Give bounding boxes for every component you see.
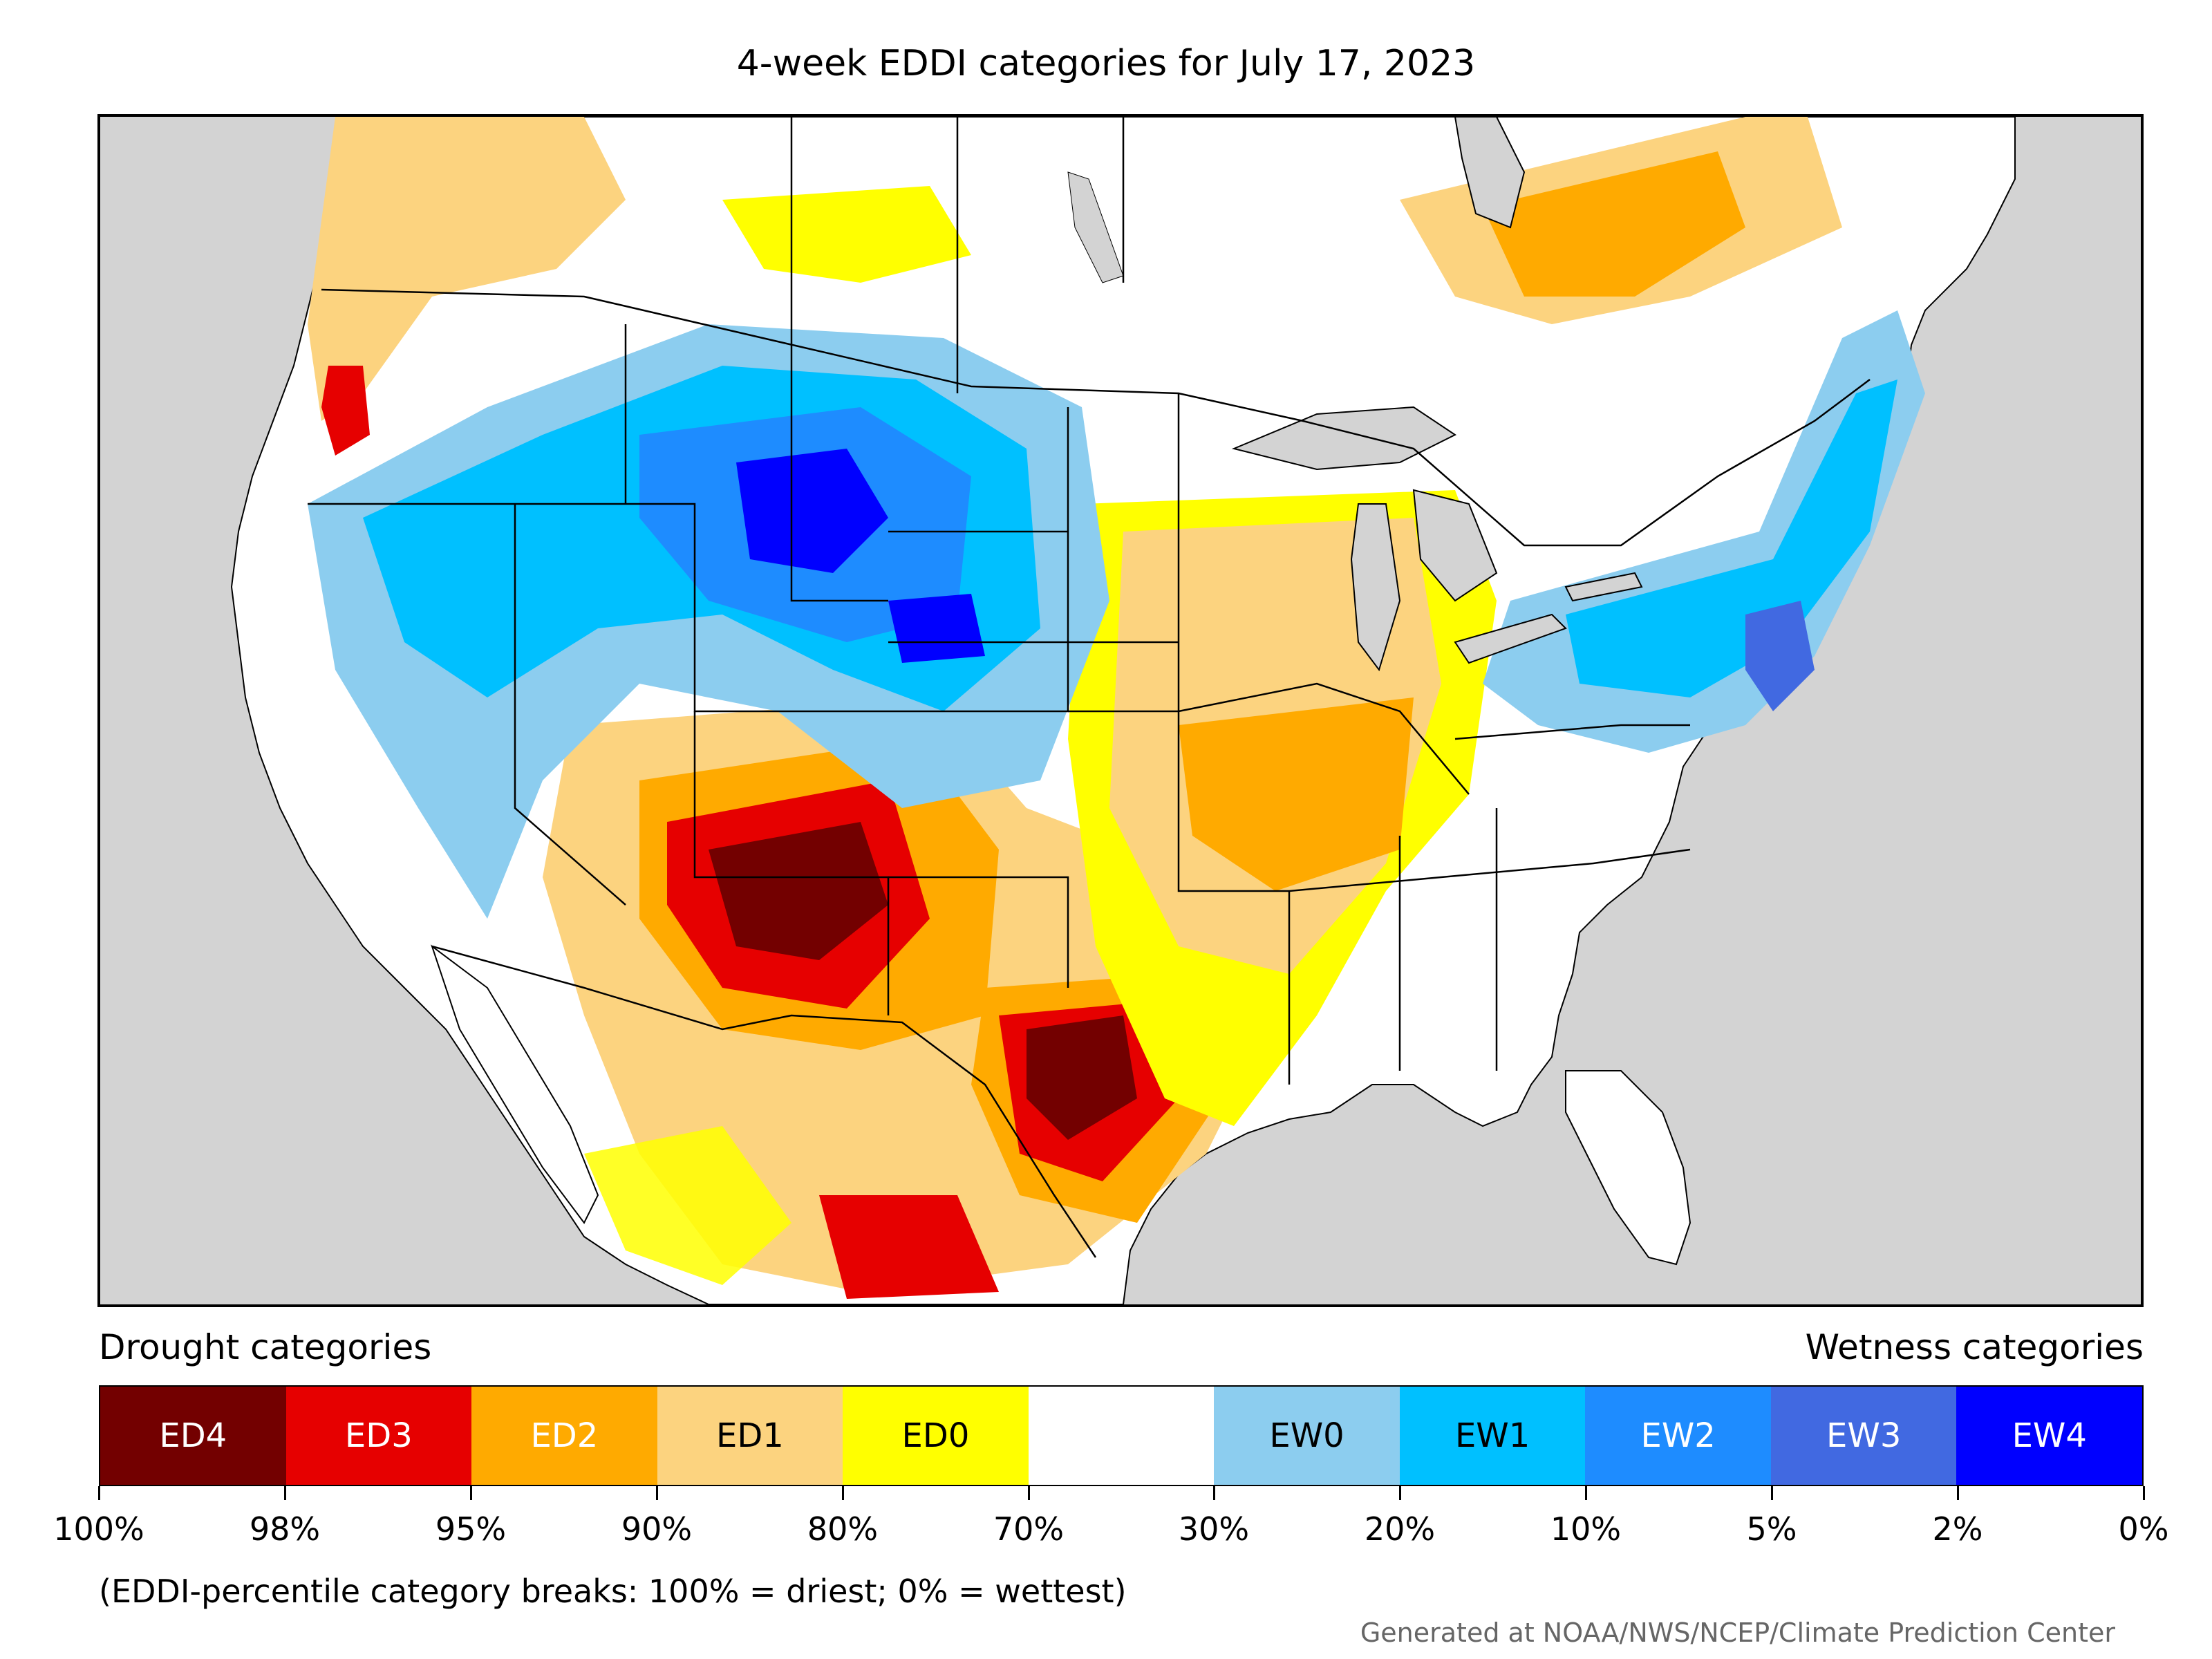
credit-line: Generated at NOAA/NWS/NCEP/Climate Predi… [1360, 1618, 2115, 1648]
category-box-ed0: ED0 [843, 1387, 1029, 1485]
drought-ed4-texas [1027, 1015, 1137, 1140]
tick-label: 90% [621, 1510, 693, 1548]
category-breaks-note: (EDDI-percentile category breaks: 100% =… [99, 1573, 1127, 1610]
category-box-ed2: ED2 [471, 1387, 657, 1485]
us-mexico-border [431, 945, 1097, 1258]
wet-ew3-newjersey [1745, 601, 1815, 711]
tick-label: 100% [53, 1510, 144, 1548]
lake-erie [1454, 613, 1567, 664]
baja [431, 944, 599, 1224]
tick-mark [470, 1486, 472, 1500]
state-line-3 [514, 504, 626, 906]
drought-ed4-fourcorners [709, 822, 888, 960]
tick-label: 80% [807, 1510, 879, 1548]
tick-mark [284, 1486, 286, 1500]
tick-label: 0% [2118, 1510, 2169, 1548]
category-box-normal [1028, 1387, 1215, 1485]
category-box-ed1: ED1 [657, 1387, 843, 1485]
map-svg [100, 117, 2141, 1304]
tick-label: 30% [1178, 1510, 1250, 1548]
tick-mark [1585, 1486, 1587, 1500]
drought-ed3-mexico [819, 1195, 999, 1299]
tick-label: 70% [993, 1510, 1065, 1548]
tick-mark [1399, 1486, 1401, 1500]
tick-mark [1957, 1486, 1959, 1500]
lake-superior [1231, 406, 1456, 471]
category-box-ew3: EW3 [1770, 1387, 1957, 1485]
lake-michigan [1350, 503, 1401, 672]
colorbar-tick-labels: 100% 98% 95% 90% 80% 70% 30% 20% 10% 5% 2% 0% [53, 1510, 2168, 1552]
category-box-ed4: ED4 [100, 1387, 286, 1485]
category-box-ew0: EW0 [1214, 1387, 1400, 1485]
tick-mark [842, 1486, 844, 1500]
map-title: 4-week EDDI categories for July 17, 2023 [736, 43, 1476, 84]
florida [1565, 1070, 1691, 1266]
category-box-ew1: EW1 [1399, 1387, 1586, 1485]
tick-mark [656, 1486, 658, 1500]
wet-ew4-nebraska [888, 594, 985, 663]
drought-categories-heading: Drought categories [99, 1327, 432, 1367]
eddi-map [97, 114, 2144, 1307]
state-line-12 [624, 297, 888, 602]
lake-winnipeg [1067, 171, 1124, 283]
tick-mark [98, 1486, 100, 1500]
category-colorbar: ED4 ED3 ED2 ED1 ED0 EW0 EW1 EW2 EW3 EW4 [99, 1385, 2144, 1486]
wetness-categories-heading: Wetness categories [1805, 1327, 2144, 1367]
category-box-ew2: EW2 [1585, 1387, 1771, 1485]
colorbar-ticks [98, 1486, 2145, 1501]
category-box-ed3: ED3 [285, 1387, 472, 1485]
hudson-bay-gap [1454, 117, 1526, 229]
tick-mark [2143, 1486, 2145, 1500]
wet-ew1-northeast [1566, 379, 1897, 697]
tick-mark [1028, 1486, 1030, 1500]
state-line-8 [1288, 848, 1691, 892]
lake-ontario [1564, 572, 1643, 602]
drought-ed0-canada-north [722, 186, 971, 283]
boundaries [308, 117, 1871, 1258]
drought-ed1-pnw [308, 117, 626, 421]
tick-label: 10% [1550, 1510, 1622, 1548]
state-line-7 [1288, 808, 1498, 1085]
category-box-ew4: EW4 [1956, 1387, 2143, 1485]
state-line-4 [888, 876, 1069, 988]
drought-ed2-quebec [1483, 151, 1745, 297]
tick-label: 20% [1364, 1510, 1436, 1548]
us-canada-border [321, 288, 1871, 547]
tick-label: 95% [435, 1510, 507, 1548]
wet-ew4-wyoming [736, 449, 888, 573]
state-line-11 [888, 530, 1179, 644]
state-line-6 [1178, 682, 1470, 795]
tick-label: 5% [1746, 1510, 1797, 1548]
drought-ed0-southwest [584, 1126, 791, 1285]
state-line-5 [1068, 710, 1289, 892]
state-line-9 [1454, 724, 1690, 740]
lake-huron [1412, 489, 1498, 602]
drought-ed2-midwest [1179, 697, 1414, 891]
drought-ed3-oregon-coast [321, 366, 370, 456]
tick-label: 2% [1932, 1510, 1983, 1548]
state-line-2 [693, 711, 890, 1015]
state-line-10 [790, 117, 1180, 711]
tick-mark [1213, 1486, 1215, 1500]
tick-mark [1771, 1486, 1773, 1500]
tick-label: 98% [249, 1510, 321, 1548]
